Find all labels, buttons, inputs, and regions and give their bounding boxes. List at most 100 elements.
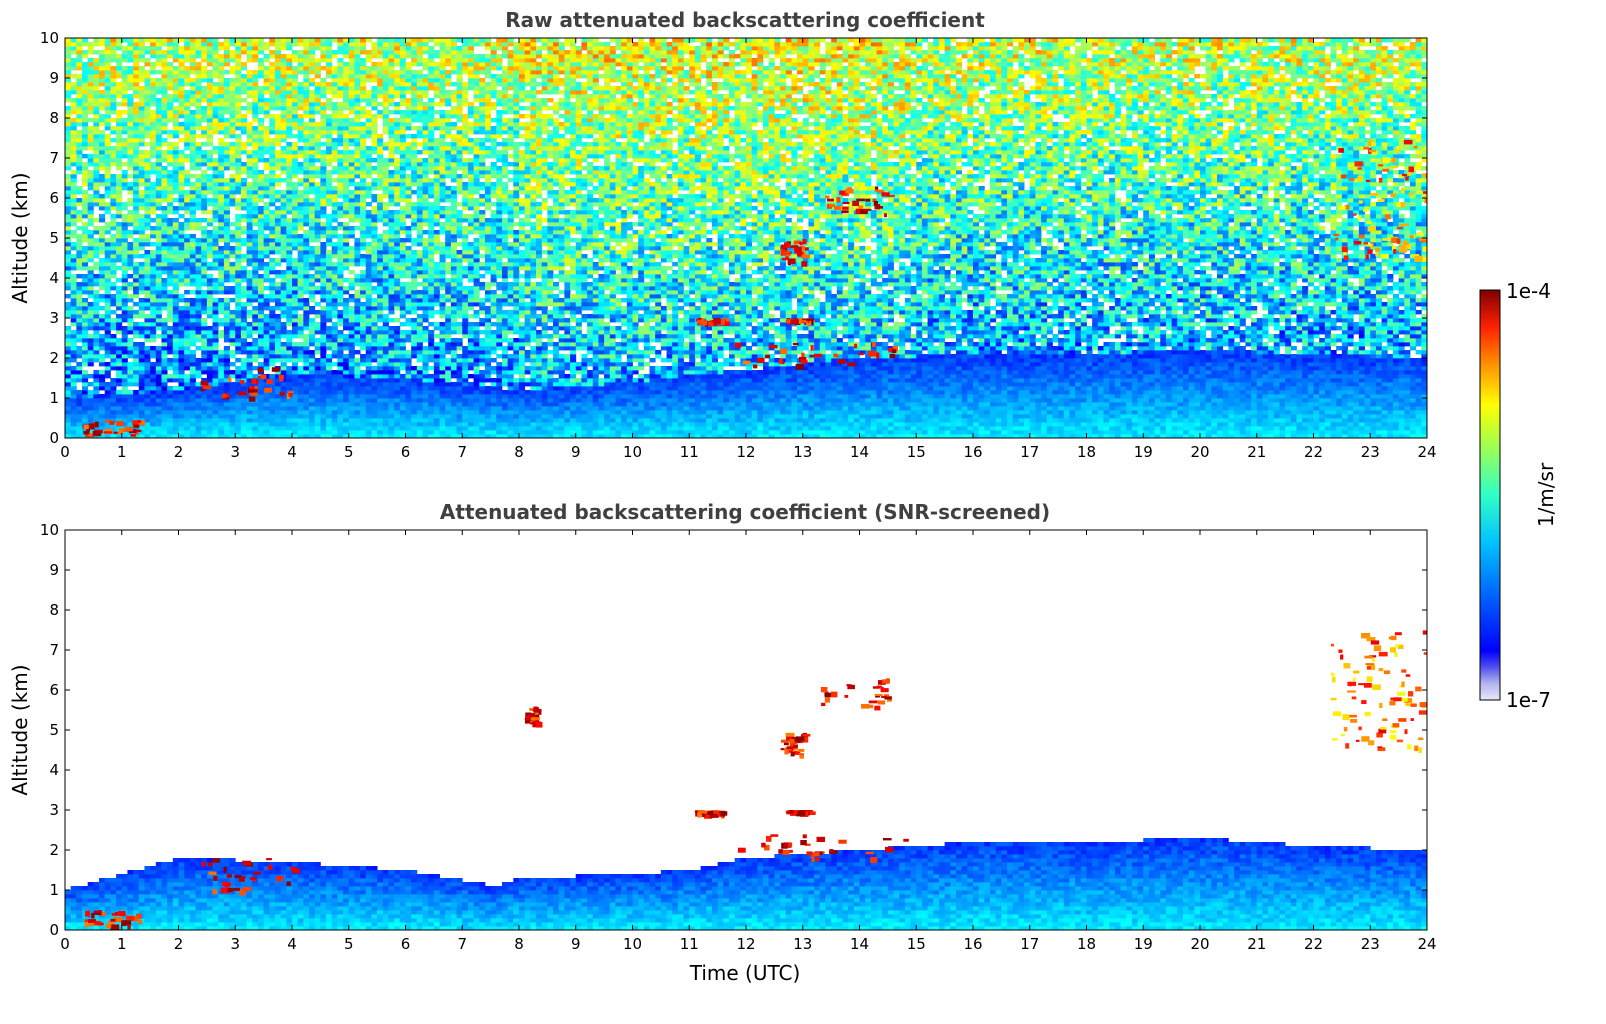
x-tick-label: 12 <box>736 443 755 461</box>
x-tick-label: 3 <box>230 935 240 953</box>
y-tick-label: 1 <box>49 881 59 899</box>
x-tick-label: 10 <box>623 443 642 461</box>
cloud-mark <box>796 364 804 370</box>
x-tick-label: 13 <box>793 443 812 461</box>
x-tick-label: 18 <box>1077 443 1096 461</box>
cloud-mark <box>769 345 778 348</box>
cloud-mark <box>903 839 909 842</box>
cloud-mark <box>841 210 848 213</box>
cirrus-mark <box>1341 175 1346 179</box>
cloud-mark <box>238 392 247 396</box>
cirrus-mark <box>1385 214 1391 219</box>
cloud-mark <box>779 359 783 364</box>
cloud-mark <box>801 261 807 267</box>
x-tick-label: 7 <box>457 443 467 461</box>
cloud-mark <box>800 840 807 845</box>
cloud-mark <box>753 365 757 369</box>
cirrus-mark <box>1416 233 1424 237</box>
cirrus-mark <box>1379 652 1388 657</box>
cloud-mark <box>249 397 256 402</box>
cloud-mark <box>883 838 892 840</box>
cirrus-mark <box>1396 146 1399 150</box>
cloud-mark <box>208 863 213 867</box>
cirrus-mark <box>1379 178 1383 183</box>
cirrus-mark <box>1333 234 1339 236</box>
cloud-mark <box>869 701 878 704</box>
cloud-mark <box>104 431 113 433</box>
cloud-mark <box>126 916 134 920</box>
x-tick-label: 8 <box>514 935 524 953</box>
cirrus-mark <box>1332 677 1336 683</box>
cloud-mark <box>222 394 226 398</box>
y-tick-label: 9 <box>49 69 59 87</box>
panel-title-screened: Attenuated backscattering coefficient (S… <box>440 500 1050 524</box>
cirrus-mark <box>1395 644 1399 647</box>
x-tick-label: 7 <box>457 935 467 953</box>
cirrus-mark <box>1419 710 1428 714</box>
x-tick-label: 1 <box>117 935 127 953</box>
x-tick-label: 17 <box>1020 443 1039 461</box>
cirrus-mark <box>1379 703 1383 708</box>
cloud-mark <box>847 363 856 367</box>
cloud-mark <box>829 204 835 207</box>
cloud-mark <box>838 359 846 364</box>
cirrus-mark <box>1393 723 1400 727</box>
x-tick-label: 9 <box>571 935 581 953</box>
cloud-mark <box>95 422 99 428</box>
cirrus-mark <box>1382 718 1387 721</box>
cirrus-mark <box>1366 180 1370 182</box>
cirrus-mark <box>1394 652 1397 657</box>
cirrus-mark <box>1382 157 1390 163</box>
cloud-mark <box>526 716 529 720</box>
cirrus-mark <box>1401 682 1404 688</box>
cloud-mark <box>118 911 125 916</box>
cloud-mark <box>799 753 804 755</box>
cloud-mark <box>765 355 770 359</box>
cirrus-mark <box>1359 235 1365 239</box>
cirrus-mark <box>1392 158 1397 163</box>
cloud-mark <box>866 852 874 854</box>
x-tick-label: 13 <box>793 935 812 953</box>
cloud-mark <box>290 867 295 870</box>
y-tick-label: 1 <box>49 389 59 407</box>
cloud-mark <box>111 919 116 922</box>
cloud-mark <box>264 388 272 393</box>
x-tick-label: 5 <box>344 443 354 461</box>
y-axis-label-raw: Altitude (km) <box>8 172 32 303</box>
cirrus-mark <box>1358 683 1365 685</box>
cloud-mark <box>798 254 802 257</box>
cirrus-mark <box>1372 684 1381 690</box>
cloud-mark <box>525 720 530 724</box>
cloud-mark <box>102 912 107 916</box>
cloud-mark <box>778 849 783 854</box>
cloud-mark <box>865 199 870 202</box>
cloud-mark <box>707 811 713 815</box>
y-tick-label: 8 <box>49 601 59 619</box>
cirrus-mark <box>1409 193 1413 196</box>
cirrus-mark <box>1395 632 1402 635</box>
cirrus-mark <box>1368 226 1376 231</box>
cloud-mark <box>250 877 256 880</box>
x-tick-label: 23 <box>1361 935 1380 953</box>
cloud-mark <box>833 354 838 358</box>
cirrus-mark <box>1332 738 1338 740</box>
cloud-mark <box>780 349 787 355</box>
cirrus-mark <box>1343 714 1350 720</box>
cloud-mark <box>866 705 873 709</box>
cloud-mark <box>288 391 294 393</box>
cloud-mark <box>85 919 89 922</box>
cloud-mark <box>829 849 833 852</box>
cirrus-mark <box>1409 167 1415 173</box>
y-tick-label: 7 <box>49 641 59 659</box>
cirrus-mark <box>1349 178 1355 180</box>
cloud-mark <box>845 189 853 194</box>
x-tick-label: 0 <box>60 443 70 461</box>
cloud-mark <box>279 376 283 381</box>
cloud-mark <box>790 739 795 743</box>
cirrus-mark <box>1344 727 1348 731</box>
cirrus-mark <box>1415 687 1421 692</box>
cloud-mark <box>738 848 746 853</box>
cirrus-mark <box>1408 691 1413 696</box>
x-tick-label: 15 <box>907 443 926 461</box>
